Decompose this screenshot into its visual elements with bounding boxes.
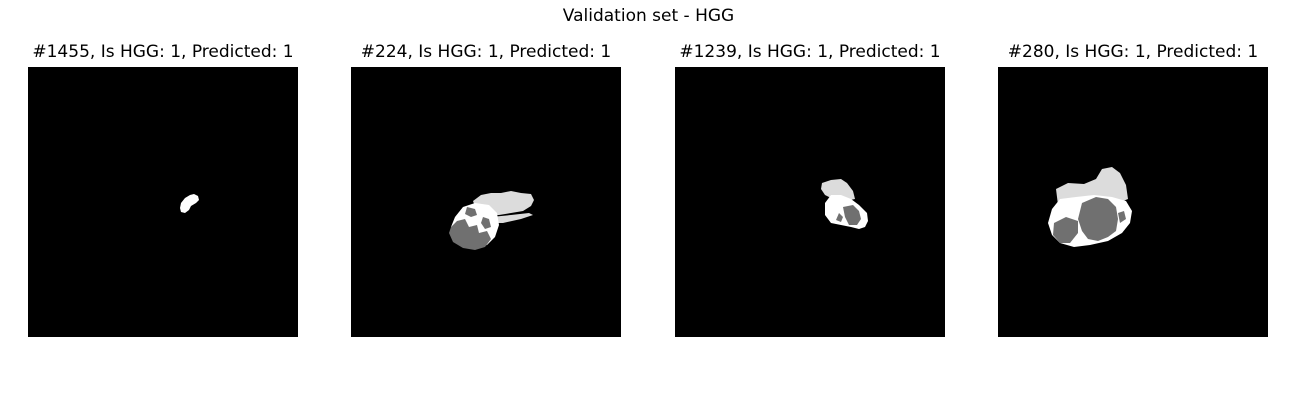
segmentation-image-4	[998, 67, 1268, 337]
tumor-region-white	[180, 194, 199, 213]
segmentation-image-1	[28, 67, 298, 337]
tumor-region-dark-2	[465, 207, 477, 217]
segmentation-image-3	[675, 67, 945, 337]
image-background	[998, 67, 1268, 337]
segmentation-image-2	[351, 67, 621, 337]
tumor-region-dark	[843, 205, 861, 225]
panel-title-2: #224, Is HGG: 1, Predicted: 1	[360, 42, 612, 62]
tumor-region-dark-3	[1118, 211, 1126, 223]
tumor-region-dark	[1078, 197, 1118, 241]
panel-title-1: #1455, Is HGG: 1, Predicted: 1	[32, 42, 294, 62]
tumor-region-dark	[449, 219, 491, 250]
image-background	[28, 67, 298, 337]
tumor-region-dark-2	[836, 213, 843, 222]
image-background	[675, 67, 945, 337]
panel-title-3: #1239, Is HGG: 1, Predicted: 1	[679, 42, 941, 62]
tumor-region-light	[821, 179, 855, 201]
tumor-region-light-streak	[491, 213, 533, 223]
figure-title: Validation set - HGG	[562, 6, 735, 26]
tumor-region-dark-2	[1053, 217, 1078, 243]
tumor-region-dark-3	[481, 217, 491, 229]
panel-title-4: #280, Is HGG: 1, Predicted: 1	[1007, 42, 1259, 62]
